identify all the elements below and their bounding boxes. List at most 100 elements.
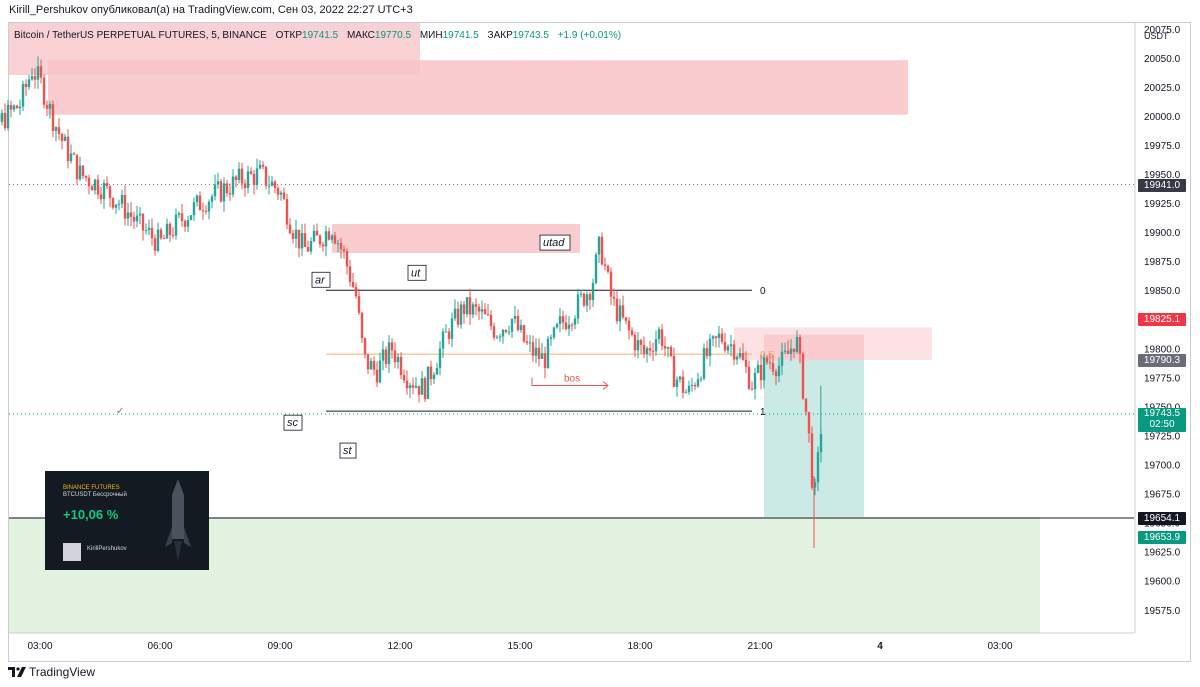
candle-body: [174, 214, 178, 236]
candle-body: [546, 338, 550, 369]
candle-body: [270, 181, 274, 186]
candle-body: [564, 322, 568, 329]
candle-body: [432, 374, 436, 380]
pnl-card-thumbnail[interactable]: BINANCE FUTURES BTCUSDT Бессрочный +10,0…: [45, 471, 209, 570]
candle-body: [816, 452, 820, 483]
candle-body: [426, 366, 430, 399]
utad-box: [539, 234, 571, 251]
candle-body: [18, 106, 22, 109]
candle-body: [705, 348, 709, 357]
y-tick-label: 19925.0: [1144, 199, 1181, 210]
candle-body: [27, 79, 31, 88]
candle-body: [654, 339, 658, 352]
candle-body: [660, 329, 664, 347]
price-tag: 19941.0: [1138, 178, 1186, 192]
chart-frame[interactable]: [8, 22, 1191, 662]
candle-body: [504, 329, 508, 332]
candle-body: [393, 350, 397, 363]
candle-body: [681, 376, 685, 393]
candle-body: [339, 243, 343, 250]
y-tick-label: 19950.0: [1144, 170, 1181, 181]
candle-body: [465, 297, 469, 315]
change-value: +1.9 (+0.01%): [557, 30, 622, 41]
candle-body: [135, 215, 139, 222]
candle-body: [378, 360, 382, 383]
low-value: 19741.5: [442, 30, 479, 41]
ut-box: [407, 264, 427, 281]
candle-body: [711, 336, 715, 339]
candle-body: [312, 230, 316, 242]
y-tick-label: 19900.0: [1144, 228, 1181, 239]
price-tag: 19825.1: [1138, 313, 1186, 327]
candle-body: [486, 314, 490, 316]
candle-body: [582, 293, 586, 306]
candle-body: [15, 105, 19, 109]
candle-body: [120, 195, 124, 204]
ar-label: ar: [315, 274, 326, 286]
candle-body: [648, 348, 652, 351]
high-value: 19770.5: [374, 30, 412, 41]
candle-body: [708, 338, 712, 357]
candle-body: [798, 337, 802, 354]
candle-body: [471, 304, 475, 315]
candle-body: [372, 360, 376, 370]
y-tick-label: 20050.0: [1144, 54, 1181, 65]
candle-body: [180, 213, 184, 221]
candle-body: [771, 362, 775, 372]
candle-body: [384, 349, 388, 364]
candle-body: [447, 331, 451, 339]
candle-body: [663, 346, 667, 349]
fib-0-label: 0: [760, 286, 766, 297]
candle-body: [726, 346, 730, 351]
candle-body: [255, 168, 259, 185]
candle-body: [30, 76, 34, 80]
candle-body: [276, 188, 280, 195]
y-tick-label: 20025.0: [1144, 83, 1181, 94]
candle-body: [645, 348, 649, 355]
y-tick-label: 19850.0: [1144, 286, 1181, 297]
candle-body: [720, 333, 724, 343]
candle-body: [453, 308, 457, 319]
candle-body: [24, 83, 28, 88]
bos-arrow: [531, 377, 608, 387]
candle-body: [168, 223, 172, 235]
low-label: МИН: [419, 30, 443, 41]
candle-body: [132, 216, 136, 222]
price-tag: 19654.1: [1138, 511, 1186, 525]
candle-body: [240, 168, 244, 184]
utad-label: utad: [543, 237, 565, 249]
candle-body: [297, 229, 301, 249]
candle-body: [336, 243, 340, 245]
x-tick-label: 03:00: [987, 641, 1012, 652]
candle-body: [540, 353, 544, 359]
candle-body: [651, 350, 655, 352]
candle-body: [603, 264, 607, 266]
candle-body: [783, 350, 787, 352]
candle-body: [279, 192, 283, 195]
candle-body: [420, 378, 424, 395]
candle-body: [198, 195, 202, 211]
candle-body: [612, 296, 616, 299]
candle-body: [36, 66, 40, 80]
candle-body: [669, 346, 673, 357]
candle-body: [462, 304, 466, 315]
candle-body: [258, 164, 262, 169]
candle-body: [618, 305, 622, 322]
candle-body: [609, 271, 613, 297]
symbol-legend: Bitcoin / TetherUS PERPETUAL FUTURES, 5,…: [14, 30, 621, 41]
price-tag-value: 19653.9: [1143, 531, 1181, 543]
candle-body: [321, 244, 325, 247]
candle-body: [54, 127, 58, 131]
candle-body: [96, 179, 100, 195]
candle-body: [585, 294, 589, 306]
candle-body: [588, 294, 592, 301]
currency-label: USDT: [1144, 31, 1169, 41]
position-box-extension: [734, 327, 932, 360]
candle-body: [552, 327, 556, 338]
candle-body: [357, 296, 361, 313]
candle-body: [21, 83, 25, 107]
candle-body: [753, 372, 757, 390]
candle-body: [729, 344, 733, 347]
candle-body: [108, 186, 112, 198]
